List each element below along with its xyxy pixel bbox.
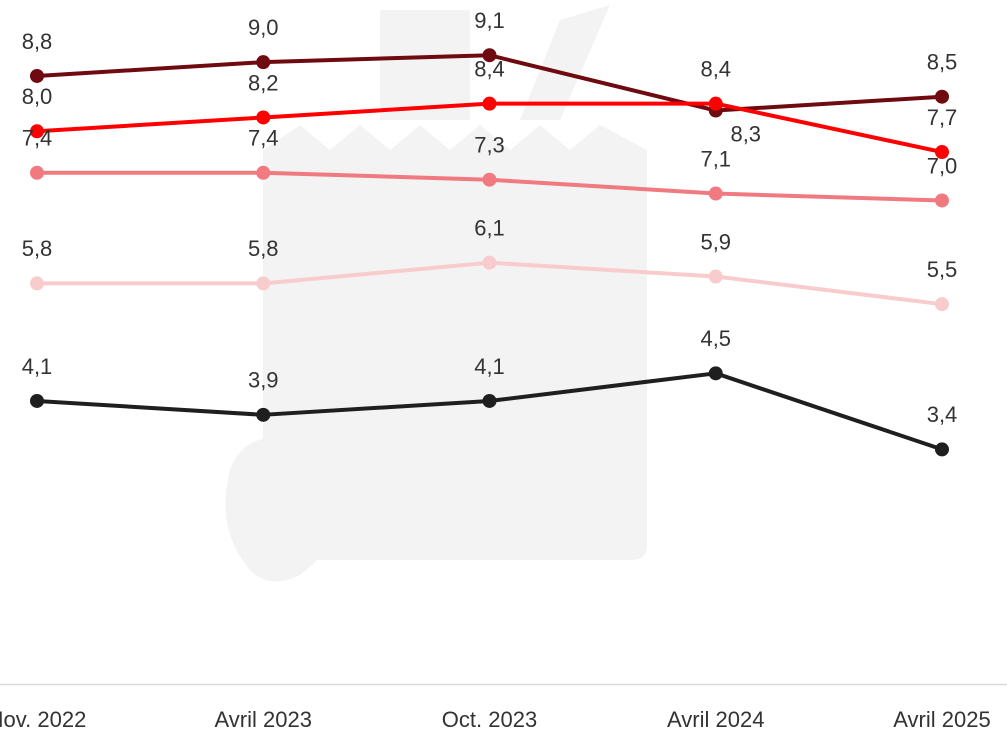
data-point	[30, 276, 44, 291]
data-point	[256, 276, 271, 291]
data-point	[708, 96, 723, 111]
data-label: 8,3	[730, 121, 761, 146]
data-point	[935, 89, 949, 104]
data-point	[482, 48, 497, 63]
data-point	[256, 55, 271, 70]
data-point	[935, 442, 949, 457]
x-tick-label: Avril 2023	[215, 707, 312, 732]
data-point	[482, 172, 497, 187]
data-label: 9,1	[474, 8, 505, 33]
data-point	[482, 393, 497, 408]
data-label: 9,0	[248, 15, 279, 40]
watermark	[225, 5, 647, 582]
data-point	[30, 393, 44, 408]
data-label: 8,0	[22, 84, 53, 109]
data-point	[708, 366, 723, 381]
data-label: 7,4	[248, 126, 279, 151]
data-label: 4,1	[22, 354, 53, 379]
data-label: 7,4	[22, 126, 53, 151]
data-label: 5,8	[248, 236, 279, 261]
data-label: 8,4	[700, 56, 731, 81]
x-tick-label: Oct. 2023	[442, 707, 537, 732]
data-label: 8,2	[248, 70, 279, 95]
data-label: 6,1	[474, 215, 505, 240]
data-point	[256, 165, 271, 180]
data-point	[30, 68, 44, 83]
data-label: 4,1	[474, 354, 505, 379]
data-label: 7,7	[927, 105, 958, 130]
data-point	[935, 145, 949, 160]
data-point	[30, 124, 44, 139]
x-tick-label: Avril 2025	[893, 707, 990, 732]
data-label: 3,9	[248, 368, 279, 393]
data-point	[482, 96, 497, 111]
data-point	[935, 297, 949, 312]
data-point	[30, 165, 44, 180]
data-point	[482, 255, 497, 270]
data-label: 8,8	[22, 29, 53, 54]
data-label: 5,8	[22, 236, 53, 261]
x-tick-label: Nov. 2022	[0, 707, 86, 732]
data-label: 3,4	[927, 402, 958, 427]
data-label: 7,3	[474, 133, 505, 158]
data-label: 7,0	[927, 153, 958, 178]
data-label: 8,4	[474, 56, 505, 81]
data-point	[708, 269, 723, 284]
data-point	[256, 407, 271, 422]
data-point	[708, 186, 723, 201]
data-label: 4,5	[700, 326, 731, 351]
data-label: 5,5	[927, 257, 958, 282]
data-label: 7,1	[700, 146, 731, 171]
data-point	[256, 110, 271, 125]
data-point	[935, 193, 949, 208]
x-tick-label: Avril 2024	[667, 707, 764, 732]
data-label: 5,9	[700, 229, 731, 254]
data-label: 8,5	[927, 50, 958, 75]
